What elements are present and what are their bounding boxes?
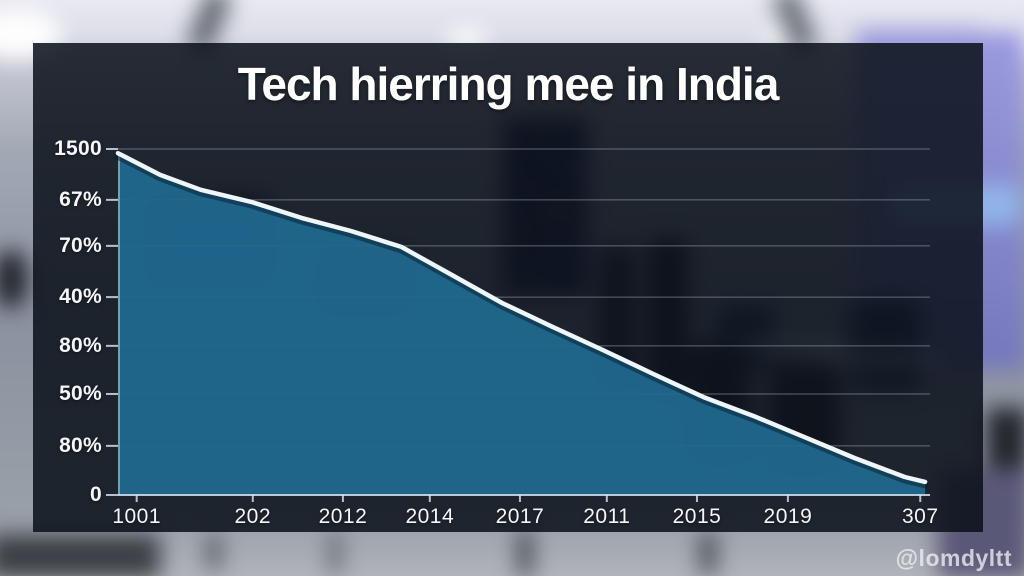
y-tick-label: 80% xyxy=(59,333,102,357)
y-tick-label: 1500 xyxy=(54,137,102,160)
x-tick-label: 2014 xyxy=(405,505,455,528)
plot-area: 1500 67% 70% 40% 80% 50% 80% 0 1001 202 2012 2014 2… xyxy=(54,137,938,528)
table-leg xyxy=(208,534,220,570)
y-tick-label: 40% xyxy=(59,285,102,309)
x-tick-label: 2011 xyxy=(583,505,631,528)
chart-panel: Tech hierring mee in India 1500 67% 70% 40%… xyxy=(33,43,983,532)
y-tick-label: 50% xyxy=(59,381,102,405)
x-tick-label: 202 xyxy=(234,505,272,528)
trend-line xyxy=(115,150,928,485)
table-leg xyxy=(700,532,716,574)
y-tick-label: 0 xyxy=(90,483,102,506)
table-leg xyxy=(330,532,340,574)
person-silhouette xyxy=(0,534,160,576)
y-tick-label: 80% xyxy=(59,433,102,457)
x-tick-label: 307 xyxy=(901,505,939,528)
y-axis-labels: 1500 67% 70% 40% 80% 50% 80% 0 xyxy=(32,137,102,506)
x-tick-label: 2019 xyxy=(763,505,813,528)
x-tick-label: 1001 xyxy=(112,505,162,528)
chart-title: Tech hierring mee in India xyxy=(237,58,780,110)
trend-line-shadow xyxy=(114,152,929,489)
y-tick-label: 70% xyxy=(59,233,102,257)
person-silhouette xyxy=(0,250,28,308)
y-tick-label: 67% xyxy=(59,187,102,211)
x-tick-label: 2012 xyxy=(318,505,368,528)
x-tick-label: 2015 xyxy=(672,505,722,528)
watermark: @lomdyltt xyxy=(895,545,1012,571)
area-chart-svg xyxy=(106,148,930,502)
x-tick-label: 2017 xyxy=(495,505,545,528)
table-leg xyxy=(518,530,532,576)
